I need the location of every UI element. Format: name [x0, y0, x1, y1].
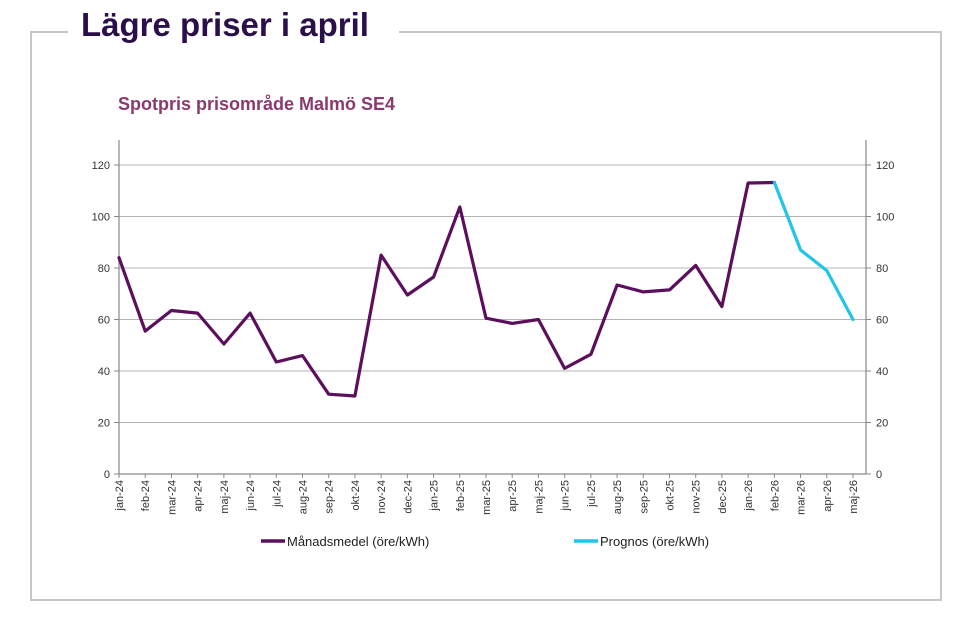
- x-tick-label: nov-24: [376, 480, 388, 514]
- series-line-manadsmedel: [117, 180, 777, 398]
- y-tick-label-right: 40: [876, 366, 888, 378]
- x-tick-label: nov-25: [691, 480, 703, 514]
- page-heading: Lägre priser i april: [81, 6, 369, 43]
- x-tick-label: jul-25: [586, 480, 598, 508]
- y-tick-label: 100: [92, 212, 110, 224]
- y-axis-right: 0 20 40 60 80 100 120: [866, 160, 894, 481]
- x-tick-label: jun-24: [245, 480, 257, 512]
- heading-background: [68, 0, 399, 48]
- x-tick-label: jun-25: [560, 480, 572, 512]
- x-tick-label: okt-25: [665, 480, 677, 511]
- y-tick-label-right: 80: [876, 263, 888, 275]
- y-tick-label-right: 0: [876, 469, 882, 481]
- x-tick-label: aug-25: [612, 480, 624, 514]
- x-tick-label: sep-25: [638, 480, 650, 514]
- chart-title: Spotpris prisområde Malmö SE4: [118, 94, 396, 114]
- x-tick-label: feb-24: [140, 480, 152, 511]
- series-line-prognos: [772, 180, 855, 322]
- x-tick-label: apr-26: [822, 480, 834, 512]
- x-tick-label: mar-26: [796, 480, 808, 515]
- x-axis: jan-24 feb-24 mar-24 apr-24 maj-24 jun-24 jul-…: [114, 474, 860, 515]
- legend-label: Prognos (öre/kWh): [600, 534, 709, 549]
- x-tick-label: feb-26: [769, 480, 781, 511]
- x-tick-label: jul-24: [271, 480, 283, 508]
- x-tick-label: mar-24: [166, 480, 178, 515]
- x-tick-label: apr-25: [507, 480, 519, 512]
- y-tick-label-right: 100: [876, 212, 894, 224]
- x-tick-label: apr-24: [193, 480, 205, 512]
- x-tick-label: aug-24: [298, 480, 310, 514]
- x-tick-label: jan-25: [429, 480, 441, 512]
- y-axis-left: 0 20 40 60 80 100 120: [92, 160, 119, 481]
- legend-label: Månadsmedel (öre/kWh): [287, 534, 429, 549]
- chart-frame: [30, 31, 942, 601]
- x-tick-label: sep-24: [324, 480, 336, 514]
- y-tick-label: 40: [98, 366, 110, 378]
- x-tick-label: dec-24: [402, 480, 414, 514]
- x-tick-label: maj-24: [219, 480, 231, 514]
- y-tick-label-right: 60: [876, 315, 888, 327]
- series-lines: [117, 180, 855, 398]
- y-tick-label: 20: [98, 418, 110, 430]
- x-tick-label: dec-25: [717, 480, 729, 514]
- x-tick-label: jan-24: [114, 480, 126, 512]
- gridlines: [119, 164, 866, 423]
- y-tick-label-right: 120: [876, 160, 894, 172]
- y-tick-label-right: 20: [876, 418, 888, 430]
- y-tick-label: 0: [104, 469, 110, 481]
- x-tick-label: maj-26: [848, 480, 860, 514]
- x-tick-label: mar-25: [481, 480, 493, 515]
- axes: [118, 140, 867, 475]
- x-tick-label: feb-25: [455, 480, 467, 511]
- legend: Månadsmedel (öre/kWh) Prognos (öre/kWh): [261, 534, 709, 549]
- y-tick-label: 120: [92, 160, 110, 172]
- y-tick-label: 80: [98, 263, 110, 275]
- x-tick-label: maj-25: [533, 480, 545, 514]
- x-tick-label: okt-24: [350, 480, 362, 511]
- x-tick-label: jan-26: [743, 480, 755, 512]
- y-tick-label: 60: [98, 315, 110, 327]
